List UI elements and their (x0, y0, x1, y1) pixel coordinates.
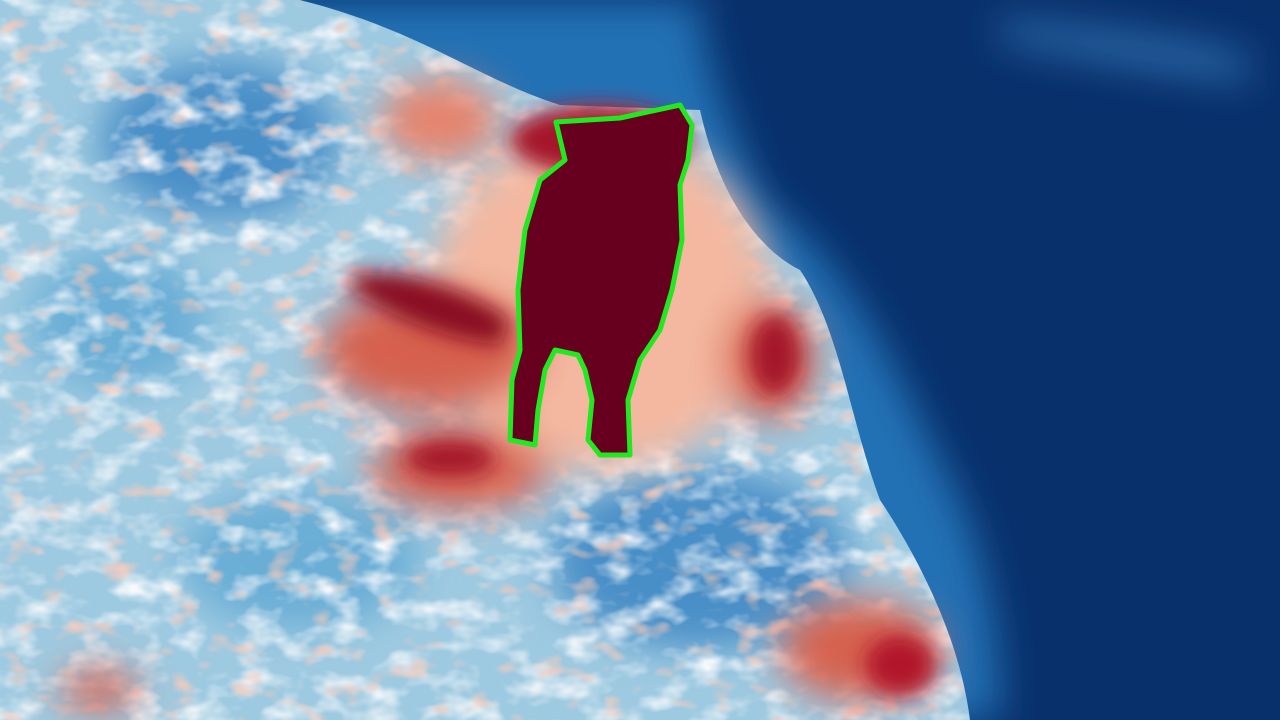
object-outline (507, 102, 695, 458)
object-mask (510, 105, 692, 455)
